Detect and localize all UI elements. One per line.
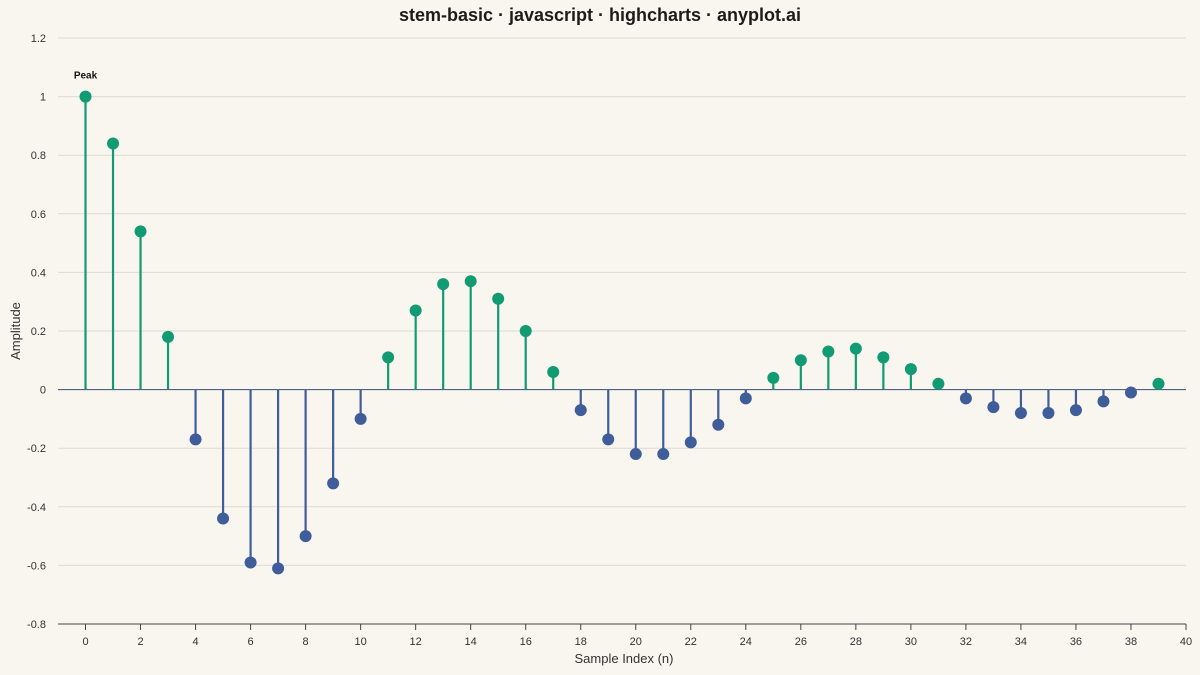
stem-marker <box>574 404 587 417</box>
stem-marker <box>189 433 202 446</box>
stem-marker <box>217 512 230 525</box>
stem-marker <box>162 330 175 343</box>
stem-marker <box>299 530 312 543</box>
x-tick-label: 24 <box>740 636 752 648</box>
y-tick-label: 0 <box>40 385 46 397</box>
stem-marker <box>547 366 560 379</box>
stem-marker <box>1042 407 1055 420</box>
y-tick-label: -0.6 <box>27 560 46 572</box>
stem-marker <box>987 401 1000 414</box>
stem-marker <box>877 351 890 364</box>
stem-marker <box>409 304 422 317</box>
annotations: Peak <box>74 71 98 82</box>
stem-marker <box>1097 395 1110 408</box>
stem-marker <box>464 275 477 288</box>
y-tick-label: 0.4 <box>31 267 46 279</box>
y-tick-label: 1.2 <box>31 33 46 45</box>
stem-marker <box>79 90 92 103</box>
stem-marker <box>492 292 505 305</box>
y-axis-label: Amplitude <box>8 302 23 360</box>
grid <box>58 37 1186 625</box>
stem-marker <box>849 342 862 355</box>
y-tick-label: -0.2 <box>27 443 46 455</box>
x-tick-label: 10 <box>355 636 367 648</box>
stem-marker <box>1124 386 1137 399</box>
stem-marker <box>739 392 752 405</box>
x-tick-label: 32 <box>960 636 972 648</box>
stem-marker <box>437 278 450 291</box>
stem-marker <box>822 345 835 358</box>
stem-marker <box>767 371 780 384</box>
x-tick-label: 12 <box>410 636 422 648</box>
x-tick-label: 4 <box>192 636 198 648</box>
x-tick-label: 30 <box>905 636 917 648</box>
stem-marker <box>932 377 945 390</box>
x-axis-label: Sample Index (n) <box>575 651 674 666</box>
stem-marker <box>959 392 972 405</box>
x-tick-label: 16 <box>520 636 532 648</box>
x-tick-label: 2 <box>137 636 143 648</box>
stems <box>84 96 1160 569</box>
y-tick-label: 0.8 <box>31 150 46 162</box>
x-tick-label: 22 <box>685 636 697 648</box>
x-tick-label: 28 <box>850 636 862 648</box>
y-tick-label: -0.8 <box>27 619 46 631</box>
stem-marker <box>519 325 532 337</box>
x-tick-label: 18 <box>575 636 587 648</box>
stem-marker <box>354 412 367 425</box>
stem-marker <box>134 225 147 238</box>
x-tick-label: 38 <box>1125 636 1137 648</box>
peak-annotation: Peak <box>74 71 98 82</box>
x-tick-label: 8 <box>303 636 309 648</box>
y-tick-label: -0.4 <box>27 502 46 514</box>
x-tick-label: 34 <box>1015 636 1027 648</box>
x-tick-label: 0 <box>82 636 88 648</box>
stem-marker <box>629 448 642 461</box>
y-tick-label: 0.2 <box>31 326 46 338</box>
stem-marker <box>382 351 395 364</box>
y-tick-label: 1 <box>40 92 46 104</box>
y-axis-ticks: -0.8 -0.6 -0.4 -0.2 0 0.2 0.4 0.6 0.8 1 1.2 <box>27 33 46 631</box>
x-tick-label: 36 <box>1070 636 1082 648</box>
stem-marker <box>107 137 120 150</box>
stem-marker <box>272 562 285 575</box>
markers <box>79 90 1165 575</box>
stem-marker <box>327 477 340 490</box>
stem-marker <box>904 363 917 376</box>
stem-marker <box>602 433 615 446</box>
x-tick-label: 26 <box>795 636 807 648</box>
stem-marker <box>1069 404 1082 417</box>
chart-title: stem-basic · javascript · highcharts · a… <box>399 5 801 25</box>
x-tick-label: 14 <box>465 636 477 648</box>
stem-marker <box>657 448 670 461</box>
stem-marker <box>712 418 725 431</box>
stem-marker <box>1152 377 1165 390</box>
stem-marker <box>794 354 807 367</box>
y-tick-label: 0.6 <box>31 209 46 221</box>
stem-marker <box>1014 407 1027 420</box>
x-tick-label: 20 <box>630 636 642 648</box>
x-tick-label: 40 <box>1180 636 1192 648</box>
stem-marker <box>684 436 697 449</box>
stem-marker <box>244 556 257 569</box>
x-tick-label: 6 <box>248 636 254 648</box>
x-axis: 0 2 4 6 8 10 12 14 16 18 20 22 24 26 28 30 32 34 36 38 40 <box>58 623 1192 648</box>
